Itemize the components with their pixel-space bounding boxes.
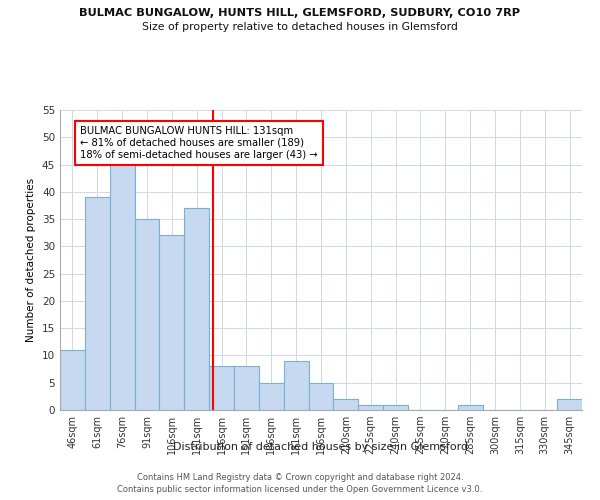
Bar [557, 399, 582, 410]
Bar [358, 404, 383, 410]
Text: Contains HM Land Registry data © Crown copyright and database right 2024.: Contains HM Land Registry data © Crown c… [137, 472, 463, 482]
Text: BULMAC BUNGALOW, HUNTS HILL, GLEMSFORD, SUDBURY, CO10 7RP: BULMAC BUNGALOW, HUNTS HILL, GLEMSFORD, … [79, 8, 521, 18]
Text: Contains public sector information licensed under the Open Government Licence v3: Contains public sector information licen… [118, 485, 482, 494]
Text: BULMAC BUNGALOW HUNTS HILL: 131sqm
← 81% of detached houses are smaller (189)
18: BULMAC BUNGALOW HUNTS HILL: 131sqm ← 81%… [80, 126, 317, 160]
Bar [234, 366, 259, 410]
Bar [60, 350, 85, 410]
Bar [209, 366, 234, 410]
Bar [308, 382, 334, 410]
Bar [85, 198, 110, 410]
Bar [383, 404, 408, 410]
Bar [334, 399, 358, 410]
Bar [458, 404, 482, 410]
Y-axis label: Number of detached properties: Number of detached properties [26, 178, 37, 342]
Text: Distribution of detached houses by size in Glemsford: Distribution of detached houses by size … [173, 442, 469, 452]
Bar [110, 159, 134, 410]
Bar [284, 361, 308, 410]
Bar [160, 236, 184, 410]
Text: Size of property relative to detached houses in Glemsford: Size of property relative to detached ho… [142, 22, 458, 32]
Bar [259, 382, 284, 410]
Bar [184, 208, 209, 410]
Bar [134, 219, 160, 410]
